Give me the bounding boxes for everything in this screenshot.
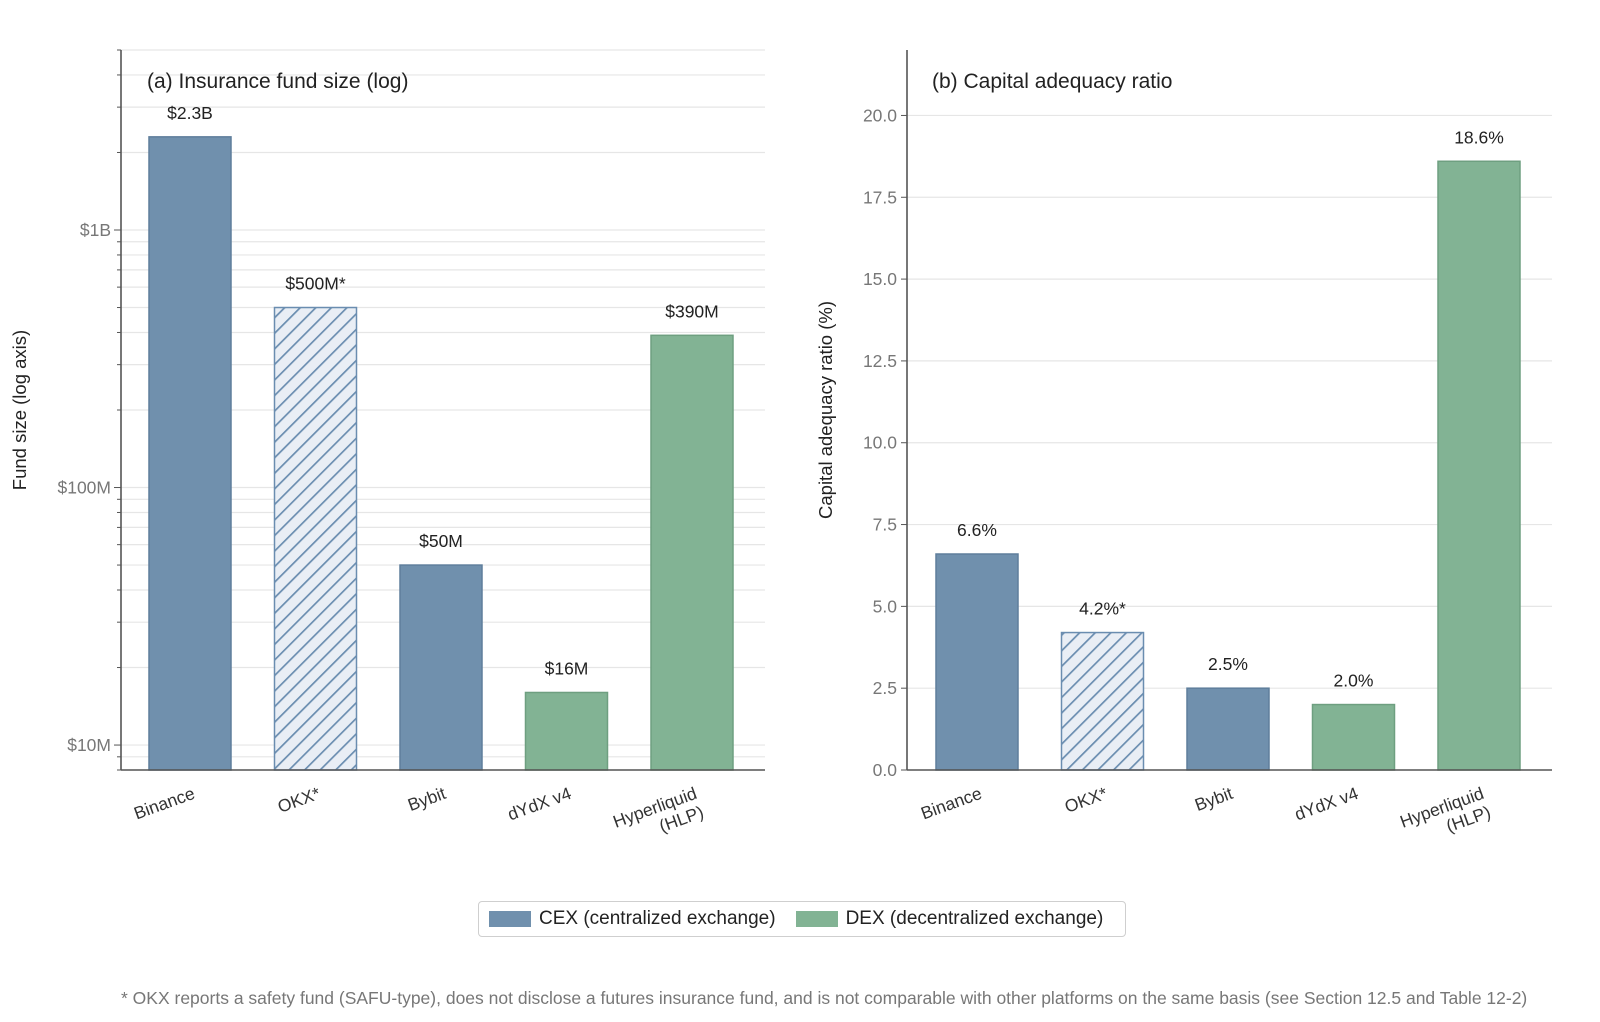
y-tick-label: $1B [80, 220, 111, 240]
y-tick-label: 12.5 [863, 351, 897, 371]
data-label: 4.2%* [1079, 599, 1126, 619]
data-label: $2.3B [167, 103, 213, 123]
bar-binance [935, 553, 1019, 771]
x-tick-label: Bybit [405, 783, 449, 815]
bar-okx- [1060, 631, 1145, 771]
data-label: 18.6% [1454, 127, 1504, 147]
bar-dydx-v4 [524, 691, 609, 771]
y-axis-label: Capital adequacy ratio (%) [815, 301, 836, 519]
y-tick-label: 5.0 [873, 596, 898, 616]
bar-hyperliquid [1437, 160, 1521, 771]
data-label: 2.0% [1334, 671, 1374, 691]
chart-title: (a) Insurance fund size (log) [147, 70, 408, 93]
x-tick-label: Binance [918, 783, 984, 823]
legend-label-cex: CEX (centralized exchange) [539, 908, 776, 929]
y-tick-label: 20.0 [863, 105, 897, 125]
x-tick-label: Hyperliquid(HLP) [610, 783, 706, 851]
y-tick-label: $10M [67, 735, 111, 755]
legend: CEX (centralized exchange) DEX (decentra… [478, 901, 1126, 937]
bar-bybit [1186, 687, 1270, 771]
data-label: $50M [419, 531, 463, 551]
legend-swatch-cex [489, 911, 531, 927]
x-tick-label: OKX* [275, 783, 323, 817]
y-tick-label: 0.0 [873, 760, 898, 780]
bar-dydx-v4 [1311, 703, 1396, 771]
legend-item-dex: DEX (decentralized exchange) [795, 908, 1104, 930]
chart-title: (b) Capital adequacy ratio [932, 70, 1172, 93]
data-label: $390M [665, 301, 719, 321]
data-label: $16M [545, 658, 589, 678]
footnote: * OKX reports a safety fund (SAFU-type),… [121, 988, 1528, 1008]
bar-hyperliquid [650, 334, 734, 771]
bar-bybit [399, 564, 483, 771]
x-tick-label: Binance [131, 783, 197, 823]
y-axis-label: Fund size (log axis) [9, 330, 30, 490]
x-tick-label: dYdX v4 [1292, 783, 1361, 825]
y-tick-label: 2.5 [873, 678, 897, 698]
data-label: 6.6% [957, 520, 997, 540]
panel-insurance-fund-size: $10M $100M $1B $2.3B Binance $500M* OKX* $50M By… [9, 49, 765, 851]
x-tick-label: OKX* [1062, 783, 1110, 817]
bar-okx- [273, 306, 358, 771]
legend-label-dex: DEX (decentralized exchange) [845, 908, 1104, 929]
x-tick-label: Bybit [1192, 783, 1236, 815]
y-tick-label: 10.0 [863, 433, 897, 453]
x-tick-label: Hyperliquid(HLP) [1397, 783, 1493, 851]
legend-swatch-dex [795, 911, 838, 927]
y-tick-label: 7.5 [873, 515, 897, 535]
bar-binance [148, 136, 232, 771]
legend-item-cex: CEX (centralized exchange) [489, 908, 776, 930]
panel-capital-adequacy-ratio: 0.0 2.5 5.0 7.5 10.0 12.5 15.0 17.5 20.0 6.6% Bina… [815, 50, 1552, 851]
y-tick-label: 15.0 [863, 269, 897, 289]
x-tick-label: dYdX v4 [505, 783, 574, 825]
data-label: $500M* [285, 274, 346, 294]
y-tick-label: $100M [57, 478, 111, 498]
data-label: 2.5% [1208, 654, 1248, 674]
y-tick-label: 17.5 [863, 187, 897, 207]
